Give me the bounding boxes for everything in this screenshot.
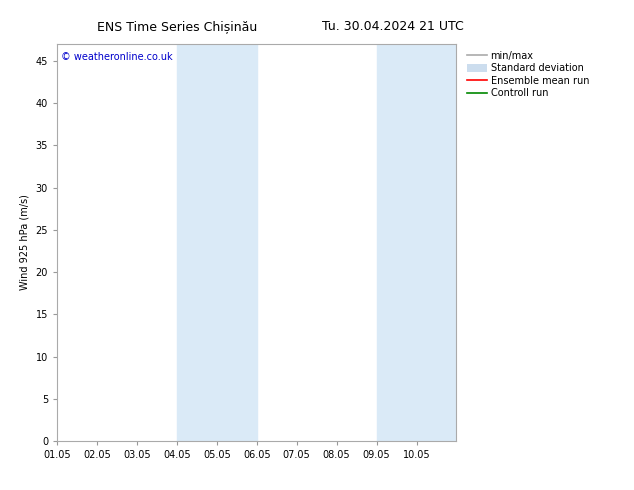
Bar [377, 44, 456, 441]
Text: © weatheronline.co.uk: © weatheronline.co.uk [61, 52, 172, 62]
Bar [177, 44, 257, 441]
Y-axis label: Wind 925 hPa (m/s): Wind 925 hPa (m/s) [20, 195, 30, 291]
Text: ENS Time Series Chișinău: ENS Time Series Chișinău [98, 20, 257, 33]
Text: Tu. 30.04.2024 21 UTC: Tu. 30.04.2024 21 UTC [322, 20, 464, 33]
Legend: min/max, Standard deviation, Ensemble mean run, Controll run: min/max, Standard deviation, Ensemble me… [465, 49, 591, 100]
